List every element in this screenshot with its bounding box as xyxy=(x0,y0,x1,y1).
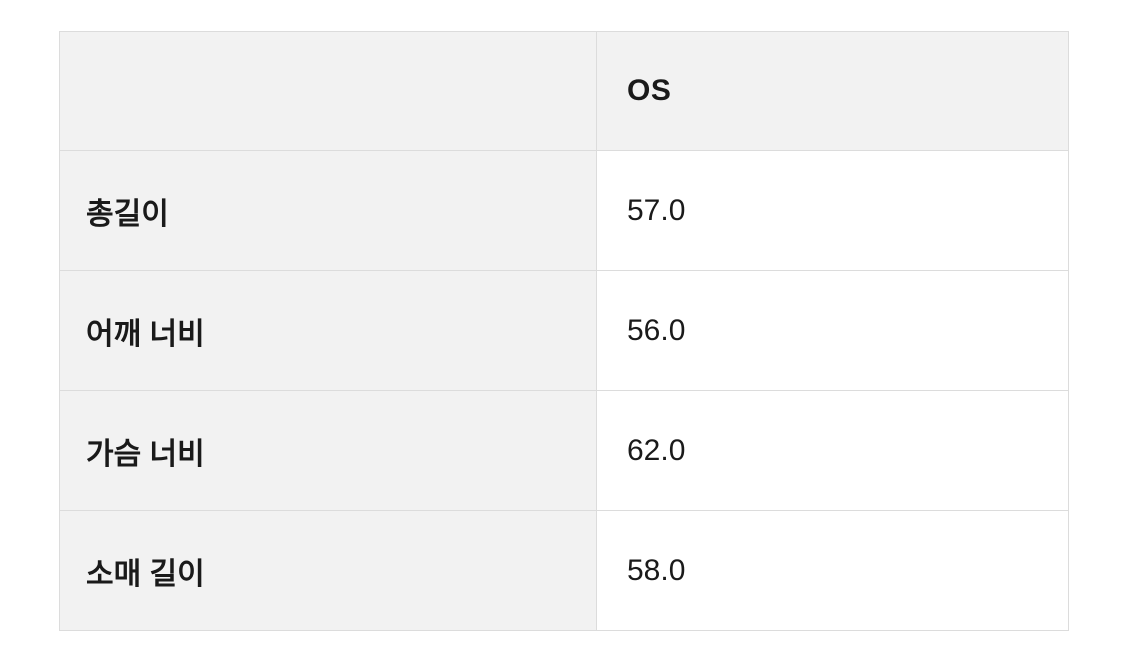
size-label-total-length: 총길이 xyxy=(59,150,597,271)
table-row: 총길이 57.0 xyxy=(59,150,1069,271)
size-label-chest-width: 가슴 너비 xyxy=(59,390,597,511)
size-value-sleeve-length: 58.0 xyxy=(596,510,1069,631)
size-value-total-length: 57.0 xyxy=(596,150,1069,271)
table-row: 소매 길이 58.0 xyxy=(59,510,1069,631)
size-label-sleeve-length: 소매 길이 xyxy=(59,510,597,631)
size-label-shoulder-width: 어깨 너비 xyxy=(59,270,597,391)
size-chart-header-row: OS xyxy=(59,31,1069,151)
size-chart-corner-cell xyxy=(59,31,597,151)
size-value-chest-width: 62.0 xyxy=(596,390,1069,511)
table-row: 가슴 너비 62.0 xyxy=(59,390,1069,511)
size-chart-table: OS 총길이 57.0 어깨 너비 56.0 가슴 너비 62.0 소매 길이 … xyxy=(59,31,1069,631)
table-row: 어깨 너비 56.0 xyxy=(59,270,1069,391)
size-chart-column-header-os: OS xyxy=(596,31,1069,151)
size-value-shoulder-width: 56.0 xyxy=(596,270,1069,391)
